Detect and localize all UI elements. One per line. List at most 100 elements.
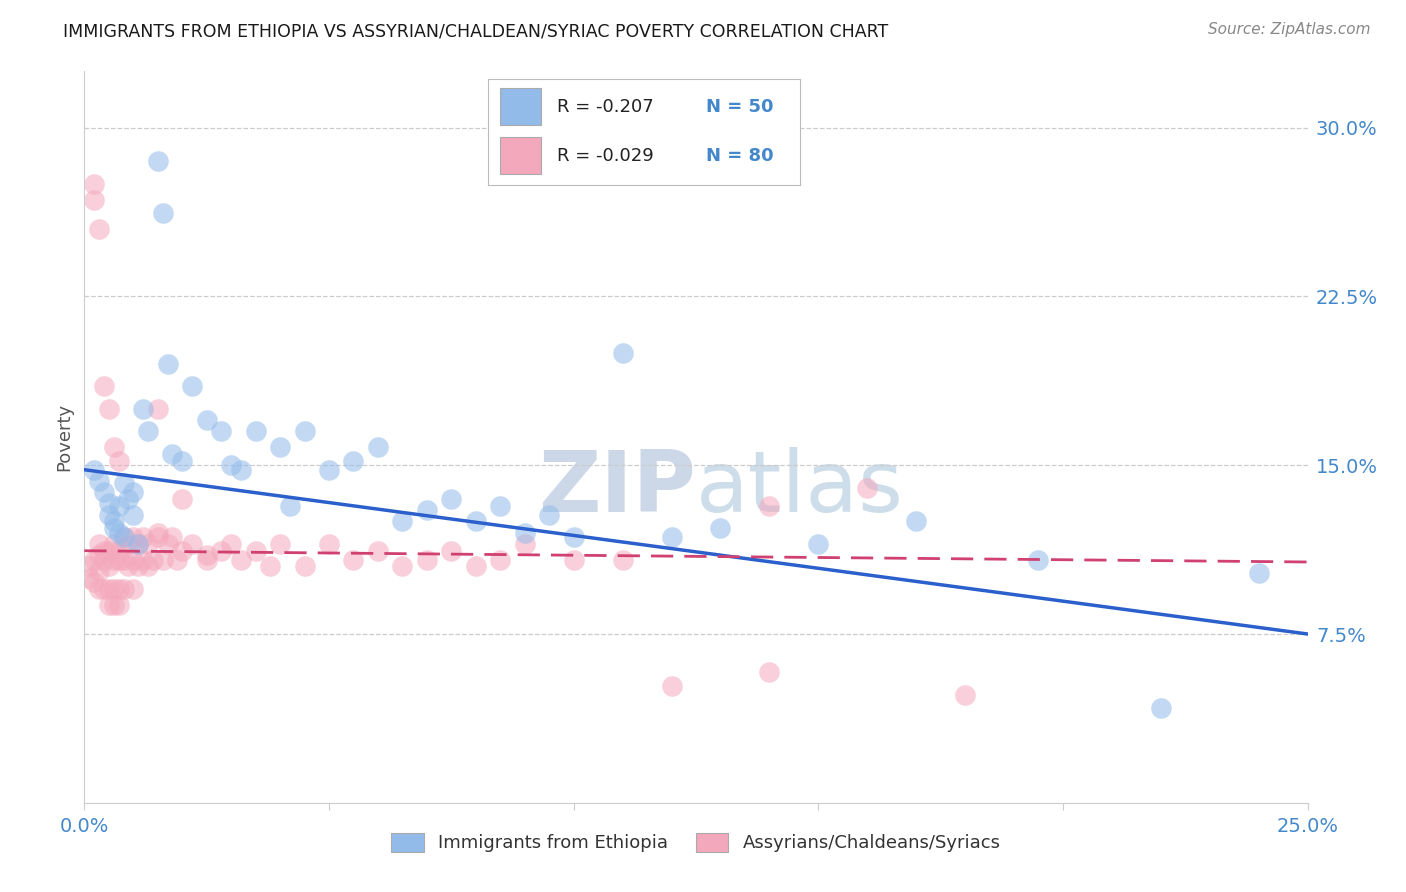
Point xyxy=(93,553,115,567)
Point xyxy=(464,559,486,574)
Point xyxy=(107,598,129,612)
Point xyxy=(127,559,149,574)
Point xyxy=(132,530,155,544)
Point xyxy=(112,530,135,544)
Point xyxy=(367,440,389,454)
Point xyxy=(87,582,110,596)
Point xyxy=(146,154,169,169)
Point xyxy=(391,559,413,574)
Point xyxy=(97,401,120,416)
Point xyxy=(112,476,135,491)
Point xyxy=(122,530,145,544)
Point xyxy=(107,525,129,540)
Point xyxy=(181,537,204,551)
Point xyxy=(342,553,364,567)
Point xyxy=(172,491,194,506)
Point xyxy=(709,521,731,535)
Point xyxy=(83,575,105,590)
Y-axis label: Poverty: Poverty xyxy=(55,403,73,471)
Point xyxy=(146,530,169,544)
Point xyxy=(195,413,218,427)
Point xyxy=(122,485,145,500)
Point xyxy=(107,582,129,596)
Point xyxy=(245,425,267,439)
Point xyxy=(146,525,169,540)
Point xyxy=(107,499,129,513)
Point xyxy=(117,559,139,574)
Point xyxy=(391,515,413,529)
Point xyxy=(87,222,110,236)
Point xyxy=(103,598,125,612)
Point xyxy=(112,530,135,544)
Point xyxy=(294,425,316,439)
Point xyxy=(416,553,439,567)
Point xyxy=(661,530,683,544)
Point xyxy=(229,463,252,477)
Point xyxy=(1247,566,1270,581)
Point xyxy=(245,543,267,558)
Point xyxy=(77,559,100,574)
Point xyxy=(132,401,155,416)
Point xyxy=(538,508,561,522)
Legend: Immigrants from Ethiopia, Assyrians/Chaldeans/Syriacs: Immigrants from Ethiopia, Assyrians/Chal… xyxy=(384,826,1008,860)
Point xyxy=(612,345,634,359)
Point xyxy=(612,553,634,567)
Point xyxy=(117,537,139,551)
Point xyxy=(83,193,105,207)
Point xyxy=(146,401,169,416)
Point xyxy=(259,559,281,574)
Point xyxy=(97,543,120,558)
Point xyxy=(562,530,585,544)
Point xyxy=(142,553,165,567)
Point xyxy=(440,491,463,506)
Point xyxy=(97,582,120,596)
Point xyxy=(97,496,120,510)
Point xyxy=(195,548,218,562)
Point xyxy=(97,598,120,612)
Point xyxy=(103,521,125,535)
Point xyxy=(152,553,174,567)
Point xyxy=(156,537,179,551)
Point xyxy=(1150,701,1173,715)
Point xyxy=(219,537,242,551)
Point xyxy=(294,559,316,574)
Point xyxy=(87,537,110,551)
Text: atlas: atlas xyxy=(696,447,904,530)
Point xyxy=(856,481,879,495)
Point xyxy=(172,453,194,467)
Point xyxy=(117,491,139,506)
Point xyxy=(367,543,389,558)
Point xyxy=(83,177,105,191)
Point xyxy=(136,537,159,551)
Point xyxy=(103,537,125,551)
Point xyxy=(162,530,184,544)
Point xyxy=(953,688,976,702)
Point xyxy=(77,571,100,585)
Point xyxy=(181,379,204,393)
Point xyxy=(342,453,364,467)
Point xyxy=(112,553,135,567)
Point xyxy=(127,537,149,551)
Point xyxy=(807,537,830,551)
Point xyxy=(162,447,184,461)
Point xyxy=(87,564,110,578)
Point xyxy=(166,553,188,567)
Point xyxy=(489,499,512,513)
Point xyxy=(758,665,780,680)
Point xyxy=(107,543,129,558)
Text: IMMIGRANTS FROM ETHIOPIA VS ASSYRIAN/CHALDEAN/SYRIAC POVERTY CORRELATION CHART: IMMIGRANTS FROM ETHIOPIA VS ASSYRIAN/CHA… xyxy=(63,22,889,40)
Point xyxy=(122,553,145,567)
Point xyxy=(127,537,149,551)
Point xyxy=(318,537,340,551)
Point xyxy=(93,379,115,393)
Point xyxy=(195,553,218,567)
Point xyxy=(97,559,120,574)
Point xyxy=(209,425,232,439)
Point xyxy=(87,548,110,562)
Point xyxy=(416,503,439,517)
Point xyxy=(219,458,242,473)
Point xyxy=(172,543,194,558)
Point xyxy=(103,553,125,567)
Point xyxy=(513,525,536,540)
Point xyxy=(103,582,125,596)
